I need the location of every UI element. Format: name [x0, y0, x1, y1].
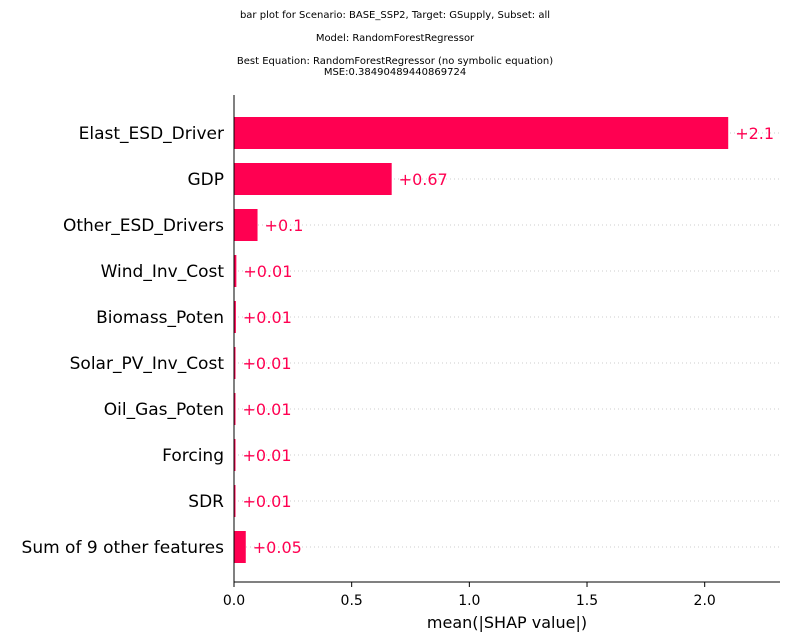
bar-sdr	[234, 485, 236, 517]
value-labels: +2.1 +0.67 +0.1 +0.01 +0.01 +0.01 +0.01 +0.01 +0…	[243, 124, 775, 557]
bar-other-esd-drivers	[234, 209, 258, 241]
x-tick-label: 2.0	[694, 593, 716, 609]
category-label-sum-of-9-other-features: Sum of 9 other features	[22, 538, 225, 558]
bar-solar-pv-inv-cost	[234, 347, 236, 379]
title-line-mse: MSE:0.38490489440869724	[323, 67, 467, 78]
value-label-gdp: +0.67	[399, 170, 448, 189]
value-label-oil-gas-poten: +0.01	[243, 400, 292, 419]
row-guides	[234, 132, 780, 548]
title-line-model: Model: RandomForestRegressor	[315, 33, 475, 44]
value-label-sdr: +0.01	[243, 492, 292, 511]
category-labels: Elast_ESD_Driver GDP Other_ESD_Drivers Wind…	[22, 124, 225, 558]
category-label-wind-inv-cost: Wind_Inv_Cost	[101, 262, 225, 282]
value-label-forcing: +0.01	[243, 446, 292, 465]
value-label-sum-of-9-other-features: +0.05	[253, 538, 302, 557]
title-line-equation: Best Equation: RandomForestRegressor (no…	[236, 56, 554, 67]
category-label-solar-pv-inv-cost: Solar_PV_Inv_Cost	[70, 354, 225, 374]
value-label-solar-pv-inv-cost: +0.01	[243, 354, 292, 373]
bar-elast-esd-driver	[234, 117, 729, 149]
category-label-forcing: Forcing	[162, 446, 224, 466]
category-label-other-esd-drivers: Other_ESD_Drivers	[63, 216, 224, 236]
category-label-biomass-poten: Biomass_Poten	[96, 308, 224, 328]
value-label-elast-esd-driver: +2.1	[735, 124, 774, 143]
title-line-scenario: bar plot for Scenario: BASE_SSP2, Target…	[239, 10, 551, 21]
x-tick-label: 1.0	[458, 593, 480, 609]
bar-biomass-poten	[234, 301, 236, 333]
category-label-elast-esd-driver: Elast_ESD_Driver	[79, 124, 224, 144]
category-label-oil-gas-poten: Oil_Gas_Poten	[104, 400, 224, 420]
x-tick-label: 0.0	[223, 593, 245, 609]
bars	[234, 117, 729, 563]
bar-forcing	[234, 439, 236, 471]
x-axis-title: mean(|SHAP value|)	[427, 613, 587, 632]
bar-gdp	[234, 163, 392, 195]
bar-sum-of-9-other-features	[234, 531, 246, 563]
category-label-gdp: GDP	[187, 170, 224, 190]
value-label-wind-inv-cost: +0.01	[243, 262, 292, 281]
x-tick-label: 1.5	[576, 593, 598, 609]
bar-oil-gas-poten	[234, 393, 236, 425]
x-ticks: 0.0 0.5 1.0 1.5 2.0	[223, 582, 716, 609]
value-label-other-esd-drivers: +0.1	[265, 216, 304, 235]
value-label-biomass-poten: +0.01	[243, 308, 292, 327]
x-tick-label: 0.5	[341, 593, 363, 609]
bar-wind-inv-cost	[234, 255, 237, 287]
category-label-sdr: SDR	[188, 492, 224, 512]
